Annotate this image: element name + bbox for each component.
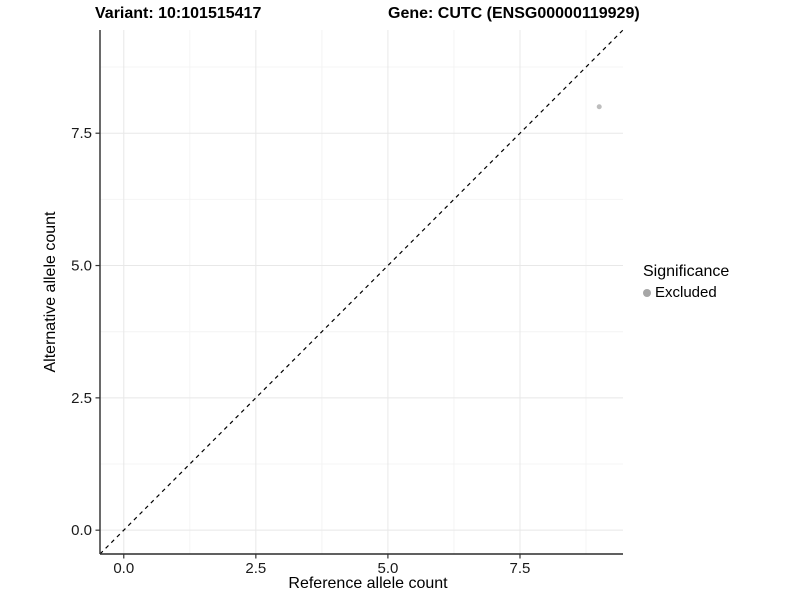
plot-title-variant: Variant: 10:101515417	[95, 5, 262, 22]
x-tick-label: 7.5	[510, 560, 531, 577]
plot-title-gene: Gene: CUTC (ENSG00000119929)	[388, 5, 640, 22]
legend-item-excluded: Excluded	[643, 284, 729, 301]
y-tick-label: 2.5	[71, 390, 92, 407]
y-tick-label: 7.5	[71, 125, 92, 142]
legend-item-label: Excluded	[655, 284, 717, 301]
legend-point-icon	[643, 288, 651, 297]
y-tick-label: 0.0	[71, 522, 92, 539]
identity-dashed-line	[99, 29, 624, 555]
x-tick-label: 2.5	[245, 560, 266, 577]
y-tick-label: 5.0	[71, 258, 92, 275]
legend-title: Significance	[643, 263, 730, 280]
x-tick-label: 5.0	[377, 560, 398, 577]
legend: Significance Excluded	[643, 263, 729, 301]
x-tick-label: 0.0	[113, 560, 134, 577]
x-axis-title: Reference allele count	[288, 575, 448, 592]
data-point	[596, 104, 602, 110]
